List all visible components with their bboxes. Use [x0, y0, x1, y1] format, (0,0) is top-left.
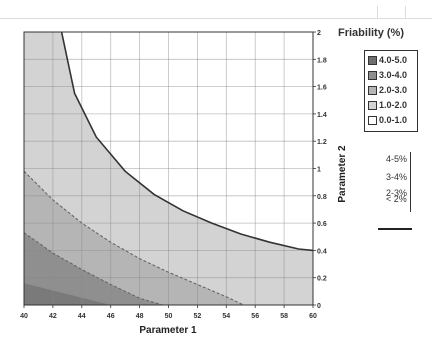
y-tick-label: 1: [317, 167, 321, 174]
legend-item: 1.0-2.0: [368, 100, 407, 111]
x-axis-ticks: 40 42 44 46 48 50 52 54 56 58 60: [20, 305, 317, 320]
top-frame-line: [0, 18, 432, 19]
secondary-legend-rule: [378, 228, 412, 230]
legend-item: 2.0-3.0: [368, 85, 407, 96]
region-4-5: [24, 283, 111, 305]
y-axis-title: Parameter 2: [337, 145, 348, 203]
secondary-legend-label: 2-3%: [386, 188, 408, 198]
x-tick-label: 50: [165, 313, 173, 320]
frame-tick: [405, 6, 406, 18]
x-tick-label: 58: [280, 313, 288, 320]
secondary-legend-label: 4-5%: [386, 154, 408, 164]
secondary-legend-label: < 2%: [386, 194, 407, 204]
legend-label: 0.0-1.0: [379, 115, 408, 125]
legend-label: 2.0-3.0: [379, 85, 408, 95]
x-tick-label: 56: [251, 313, 259, 320]
legend-swatch: [368, 101, 377, 111]
x-axis-title: Parameter 1: [139, 325, 197, 336]
x-tick-label: 44: [78, 313, 86, 320]
y-tick-label: 2: [317, 30, 321, 37]
legend-swatch: [368, 116, 377, 126]
y-tick-label: 0.2: [317, 276, 327, 283]
legend-label: 3.0-4.0: [379, 70, 408, 80]
x-tick-label: 54: [222, 313, 230, 320]
legend-label: 4.0-5.0: [379, 55, 408, 65]
grid-lines: [24, 32, 313, 305]
y-tick-label: 0.6: [317, 221, 327, 228]
y-axis-ticks: 0 0.2 0.4 0.6 0.8 1 1.2 1.4 1.6 1.8 2: [313, 30, 327, 310]
legend-swatch: [368, 86, 377, 96]
x-tick-label: 46: [107, 313, 115, 320]
legend-item: 3.0-4.0: [368, 70, 407, 81]
frame-tick: [377, 6, 378, 18]
x-tick-label: 42: [49, 313, 57, 320]
x-tick-label: 52: [194, 313, 202, 320]
y-tick-label: 0.4: [317, 248, 327, 255]
y-tick-label: 1.8: [317, 57, 327, 64]
legend: 4.0-5.0 3.0-4.0 2.0-3.0 1.0-2.0 0.0-1.0: [364, 50, 418, 132]
contour-line: [60, 32, 313, 252]
secondary-legend: 4-5% 3-4% 2-3% < 2%: [376, 152, 412, 230]
legend-label: 1.0-2.0: [379, 100, 408, 110]
y-tick-label: 1.6: [317, 85, 327, 92]
region-3-4: [24, 232, 163, 305]
legend-item: 4.0-5.0: [368, 55, 407, 66]
x-tick-label: 40: [20, 313, 28, 320]
legend-swatch: [368, 56, 377, 66]
y-tick-label: 0.8: [317, 194, 327, 201]
secondary-legend-bracket: [410, 152, 411, 212]
x-tick-label: 60: [309, 313, 317, 320]
contour-line: [24, 232, 163, 305]
contour-boundaries: [24, 32, 313, 305]
legend-swatch: [368, 71, 377, 81]
legend-item: 0.0-1.0: [368, 115, 407, 126]
legend-title: Friability (%): [338, 27, 405, 39]
y-tick-label: 0: [317, 303, 321, 310]
contour-line: [24, 170, 244, 305]
y-tick-label: 1.4: [317, 112, 327, 119]
x-tick-label: 48: [136, 313, 144, 320]
secondary-legend-label: 3-4%: [386, 172, 408, 182]
y-tick-label: 1.2: [317, 139, 327, 146]
